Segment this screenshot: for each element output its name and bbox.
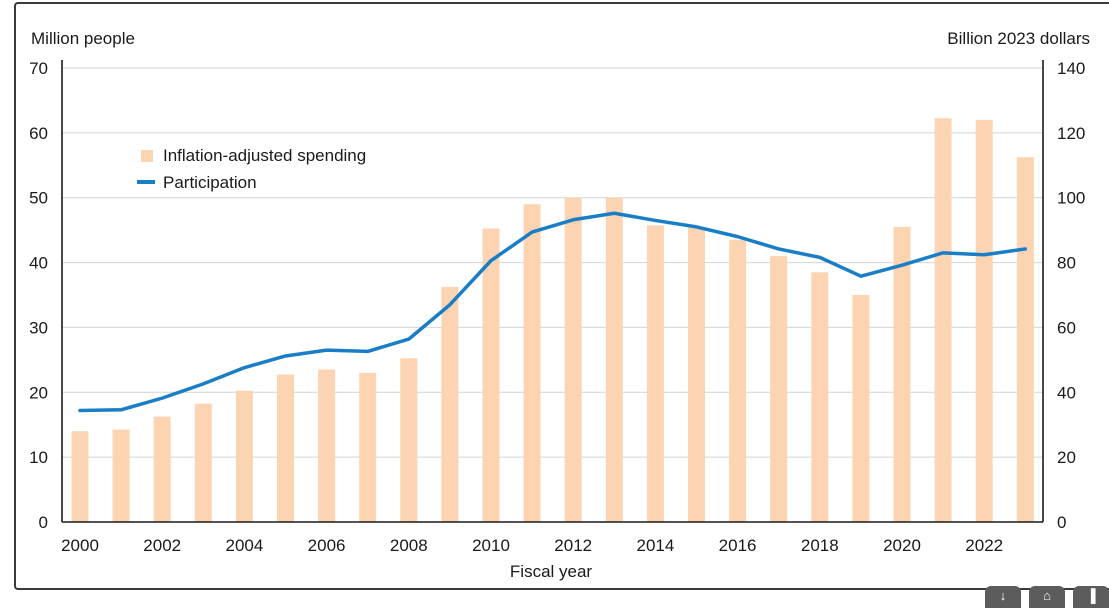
- share-icon[interactable]: ⌂: [1029, 586, 1065, 608]
- x-tick-label: 2014: [636, 536, 674, 555]
- y-tick-label-right: 140: [1057, 59, 1085, 78]
- bar-spending-2002: [153, 416, 171, 522]
- bar-spending-2001: [112, 429, 130, 522]
- bar-spending-2023: [1016, 157, 1034, 522]
- x-tick-label: 2002: [143, 536, 181, 555]
- x-tick-label: 2004: [225, 536, 263, 555]
- x-tick-label: 2022: [965, 536, 1003, 555]
- bar-spending-2012: [564, 197, 582, 522]
- gridlines: [62, 67, 1043, 458]
- x-tick-label: 2000: [61, 536, 99, 555]
- bar-spending-2009: [441, 286, 459, 522]
- axes: [61, 60, 1044, 523]
- bar-spending-2005: [277, 374, 294, 522]
- y-axis-title-right: Billion 2023 dollars: [947, 29, 1090, 48]
- y-tick-label-right: 60: [1057, 318, 1076, 337]
- bar-spending-2020: [893, 226, 911, 522]
- y-tick-label-left: 20: [29, 383, 48, 402]
- download-icon[interactable]: ↓: [985, 586, 1021, 608]
- bar-spending-2010: [482, 228, 500, 522]
- y-tick-label-left: 70: [29, 59, 48, 78]
- bar-spending-2013: [605, 197, 623, 522]
- bar-spending-2007: [359, 372, 377, 522]
- x-axis-title: Fiscal year: [510, 562, 593, 581]
- line-participation: [78, 211, 1028, 413]
- bar-spending-2006: [318, 369, 336, 522]
- x-tick-label: 2018: [801, 536, 839, 555]
- corner-toolbar: ↓ ⌂ ▐: [985, 586, 1109, 608]
- y-tick-label-right: 40: [1057, 383, 1076, 402]
- y-tick-label-right: 100: [1057, 189, 1085, 208]
- bar-spending-2008: [400, 358, 418, 522]
- y-tick-label-left: 60: [29, 124, 48, 143]
- tick-labels: 0 10 20 30 40 50 60 70 0 20 40 60 80 100 120 140 2000 200…: [29, 59, 1085, 555]
- bar-spending-2016: [729, 239, 747, 522]
- bar-spending-2018: [811, 272, 829, 522]
- x-tick-label: 2006: [308, 536, 346, 555]
- bar-spending-2015: [688, 226, 705, 522]
- bar-spending-2011: [523, 204, 541, 522]
- bar-spending-2000: [71, 431, 89, 522]
- y-tick-label-right: 0: [1057, 513, 1066, 532]
- y-tick-label-left: 30: [29, 318, 48, 337]
- y-tick-label-right: 120: [1057, 124, 1085, 143]
- bar-spending-2003: [194, 403, 212, 522]
- y-tick-label-left: 0: [39, 513, 48, 532]
- bar-spending-2014: [646, 225, 664, 522]
- bar-spending-2022: [975, 119, 993, 522]
- bar-chart-icon[interactable]: ▐: [1073, 586, 1109, 608]
- bar-spending-2021: [934, 118, 952, 522]
- line-series: [78, 211, 1028, 413]
- x-tick-label: 2020: [883, 536, 921, 555]
- legend: Inflation-adjusted spending Participatio…: [137, 146, 366, 192]
- y-tick-label-right: 80: [1057, 254, 1076, 273]
- legend-label-participation: Participation: [163, 173, 257, 192]
- x-tick-label: 2012: [554, 536, 592, 555]
- bar-spending-2017: [770, 256, 788, 522]
- y-tick-label-left: 10: [29, 448, 48, 467]
- y-tick-label-left: 50: [29, 189, 48, 208]
- legend-label-spending: Inflation-adjusted spending: [163, 146, 366, 165]
- y-axis-title-left: Million people: [31, 29, 135, 48]
- x-tick-label: 2016: [719, 536, 757, 555]
- bars: [71, 118, 1034, 522]
- legend-swatch-spending: [141, 150, 153, 162]
- bar-spending-2019: [852, 295, 870, 522]
- x-tick-label: 2008: [390, 536, 428, 555]
- bar-spending-2004: [235, 390, 253, 522]
- y-tick-label-right: 20: [1057, 448, 1076, 467]
- x-tick-label: 2010: [472, 536, 510, 555]
- y-tick-label-left: 40: [29, 254, 48, 273]
